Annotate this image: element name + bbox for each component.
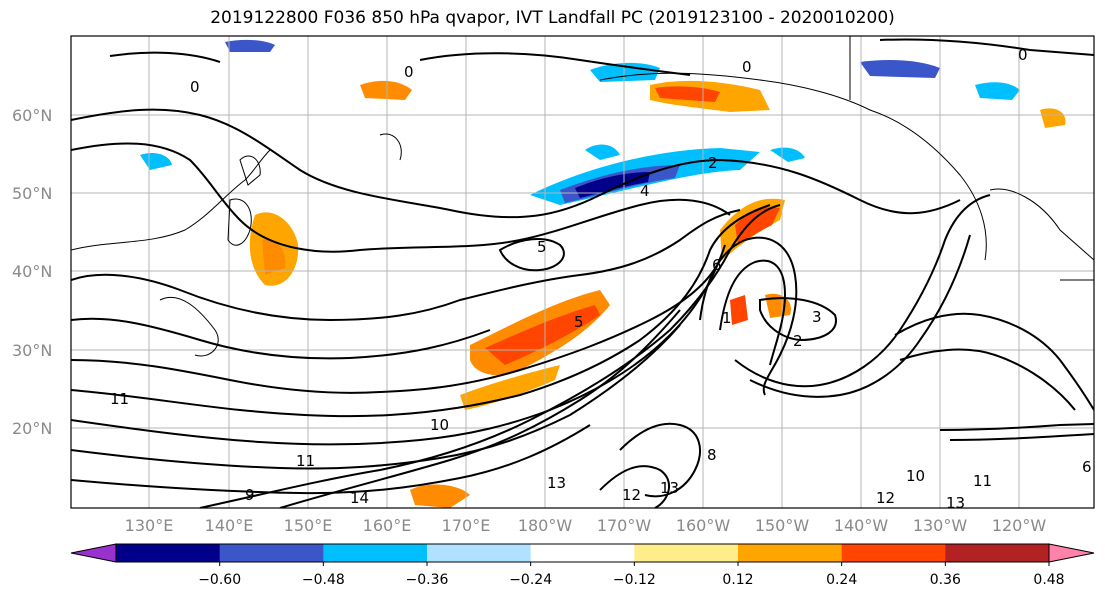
colorbar-outline [115, 543, 1050, 563]
latitude-labels: 60°N 50°N 40°N 30°N 20°N [12, 106, 52, 438]
colorbar-tick-label: −0.48 [302, 572, 345, 588]
lat-label: 40°N [12, 262, 52, 281]
contour-label: 1 [722, 309, 732, 327]
contour-label: 9 [245, 486, 255, 504]
contour-label: 12 [876, 489, 895, 507]
contour-label: 13 [946, 494, 965, 512]
colorbar-tick-label: 0.36 [930, 572, 961, 588]
colorbar: −0.60 −0.48 −0.36 −0.24 −0.12 0.12 0.24 0.36 0.4… [70, 543, 1095, 588]
longitude-labels: 130°E 140°E 150°E 160°E 170°E 180°W 170°… [125, 516, 1047, 535]
colorbar-tick-label: 0.24 [826, 572, 857, 588]
contour-label: 3 [812, 308, 822, 326]
contour-label: 11 [110, 390, 129, 408]
lon-label: 150°E [284, 516, 333, 535]
lat-label: 50°N [12, 184, 52, 203]
map-title: 2019122800 F036 850 hPa qvapor, IVT Land… [210, 8, 895, 28]
colorbar-extend-low [70, 543, 117, 563]
lon-label: 130°W [913, 516, 968, 535]
contour-label: 10 [906, 467, 925, 485]
colorbar-swatch [945, 544, 1050, 562]
lon-label: 130°E [125, 516, 174, 535]
colorbar-tick-label: −0.12 [613, 572, 656, 588]
contour-label: 13 [547, 474, 566, 492]
lon-label: 160°W [676, 516, 731, 535]
contour-label: 2 [708, 154, 718, 172]
lon-label: 180°W [518, 516, 573, 535]
contour-label: 6 [712, 256, 722, 274]
contour-label: 14 [350, 489, 369, 507]
contour-label: 5 [574, 313, 584, 331]
lon-label: 170°W [597, 516, 652, 535]
colorbar-swatch [116, 544, 221, 562]
contour-labels: 0 0 0 0 2 4 5 5 6 3 2 1 11 11 10 9 14 13… [110, 46, 1092, 512]
colorbar-swatch [427, 544, 532, 562]
contour-label: 11 [296, 452, 315, 470]
contour-label: 11 [973, 472, 992, 490]
lon-label: 120°W [992, 516, 1047, 535]
colorbar-tick-label: −0.24 [509, 572, 552, 588]
contour-label: 10 [430, 416, 449, 434]
colorbar-swatch [634, 544, 739, 562]
colorbar-swatch [323, 544, 428, 562]
contour-label: 0 [404, 63, 414, 81]
colorbar-swatch [738, 544, 843, 562]
lon-label: 140°E [205, 516, 254, 535]
contour-label: 0 [1018, 46, 1028, 64]
colorbar-extend-high [1048, 543, 1095, 563]
contour-label: 2 [793, 332, 803, 350]
colorbar-swatch [841, 544, 946, 562]
lat-label: 60°N [12, 106, 52, 125]
contour-label: 0 [742, 58, 752, 76]
contour-label: 6 [1082, 458, 1092, 476]
contour-label: 13 [660, 479, 679, 497]
lat-label: 30°N [12, 341, 52, 360]
contour-label: 8 [707, 446, 717, 464]
ivt-contours [71, 38, 1094, 508]
colorbar-tick-label: 0.48 [1033, 572, 1064, 588]
colorbar-tick-label: 0.12 [722, 572, 753, 588]
lat-label: 20°N [12, 419, 52, 438]
lon-label: 170°E [442, 516, 491, 535]
coastlines [71, 36, 1094, 357]
lon-label: 150°W [755, 516, 810, 535]
colorbar-tick-label: −0.36 [406, 572, 449, 588]
map-frame [70, 35, 1095, 509]
contour-label: 0 [190, 78, 200, 96]
colorbar-swatch [530, 544, 635, 562]
map-panel [71, 36, 1094, 508]
graticule [71, 36, 1094, 508]
contour-label: 5 [537, 238, 547, 256]
contour-label: 4 [640, 182, 650, 200]
colorbar-tick-label: −0.60 [198, 572, 241, 588]
lon-label: 160°E [363, 516, 412, 535]
contour-label: 12 [622, 486, 641, 504]
colorbar-swatch [219, 544, 324, 562]
lon-label: 140°W [834, 516, 889, 535]
